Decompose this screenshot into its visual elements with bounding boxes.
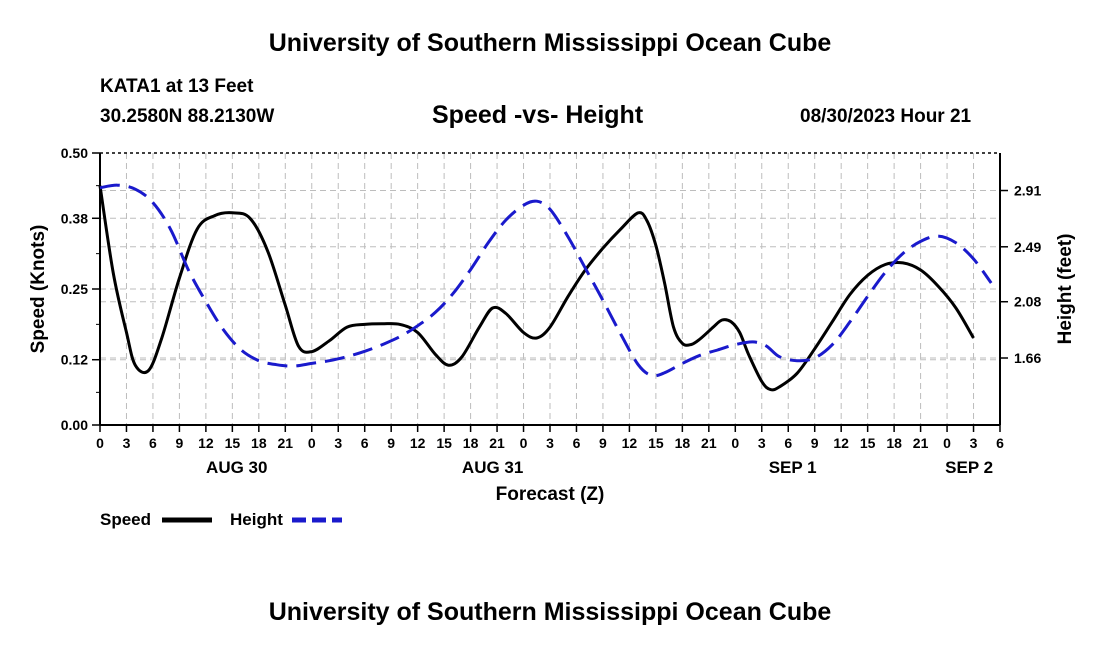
x-date-label: AUG 30	[206, 458, 267, 477]
x-tick-label: 0	[96, 435, 104, 451]
axis-ticks: 0 3 6 9 12 15 18 21 0 3 6 9 12 15 18 21 0 3 6 9 12 15 18 21 0 3 6 9…	[61, 145, 1042, 477]
x-tick-label: 6	[784, 435, 792, 451]
x-tick-label: 18	[886, 435, 902, 451]
x-tick-label: 15	[860, 435, 876, 451]
x-tick-label: 0	[943, 435, 951, 451]
y-tick-label: 0.12	[61, 352, 88, 368]
y2-tick-label: 2.08	[1014, 294, 1041, 310]
station-label: KATA1 at 13 Feet	[100, 76, 254, 97]
y-axis-left-title: Speed (Knots)	[28, 225, 49, 354]
x-tick-label: 15	[225, 435, 241, 451]
x-tick-label: 9	[811, 435, 819, 451]
y-axis-right-title: Height (feet)	[1055, 234, 1076, 345]
x-tick-label: 18	[675, 435, 691, 451]
x-tick-label: 0	[308, 435, 316, 451]
y2-tick-label: 1.66	[1014, 350, 1041, 366]
x-tick-label: 3	[334, 435, 342, 451]
x-tick-label: 21	[278, 435, 294, 451]
x-tick-label: 6	[996, 435, 1004, 451]
x-tick-label: 3	[123, 435, 131, 451]
station-coordinates: 30.2580N 88.2130W	[100, 106, 275, 127]
x-tick-label: 12	[198, 435, 214, 451]
x-axis-title: Forecast (Z)	[496, 484, 605, 505]
chart-subtitle: Speed -vs- Height	[432, 101, 644, 129]
x-tick-label: 3	[546, 435, 554, 451]
x-tick-label: 21	[913, 435, 929, 451]
x-tick-label: 12	[622, 435, 638, 451]
forecast-datetime: 08/30/2023 Hour 21	[800, 106, 972, 127]
x-tick-label: 9	[387, 435, 395, 451]
series-line-speed	[98, 185, 975, 392]
x-tick-label: 15	[436, 435, 452, 451]
x-tick-label: 21	[489, 435, 505, 451]
x-date-label: AUG 31	[462, 458, 523, 477]
y2-tick-label: 2.49	[1014, 239, 1041, 255]
x-tick-label: 6	[573, 435, 581, 451]
x-tick-label: 9	[176, 435, 184, 451]
grid-lines	[100, 153, 1000, 425]
y2-tick-label: 2.91	[1014, 183, 1041, 199]
series-line-height	[99, 183, 993, 378]
data-series	[98, 183, 993, 392]
chart-main-title: University of Southern Mississippi Ocean…	[268, 29, 832, 57]
x-tick-label: 12	[833, 435, 849, 451]
x-date-label: SEP 2	[945, 458, 993, 477]
y-tick-label: 0.25	[61, 281, 88, 297]
x-tick-label: 3	[970, 435, 978, 451]
y-tick-label: 0.00	[61, 417, 88, 433]
x-tick-label: 18	[251, 435, 267, 451]
x-tick-label: 15	[648, 435, 664, 451]
x-tick-label: 6	[149, 435, 157, 451]
x-tick-label: 9	[599, 435, 607, 451]
legend-label-height: Height	[230, 510, 283, 529]
y-tick-label: 0.50	[61, 145, 88, 161]
footer-title: University of Southern Mississippi Ocean…	[268, 598, 832, 626]
legend-label-speed: Speed	[100, 510, 151, 529]
x-tick-label: 3	[758, 435, 766, 451]
legend: Speed Height	[100, 510, 342, 529]
x-tick-label: 21	[701, 435, 717, 451]
x-tick-label: 6	[361, 435, 369, 451]
x-date-label: SEP 1	[769, 458, 817, 477]
x-tick-label: 0	[520, 435, 528, 451]
x-tick-label: 12	[410, 435, 426, 451]
y-tick-label: 0.38	[61, 210, 88, 226]
x-tick-label: 18	[463, 435, 479, 451]
x-tick-label: 0	[731, 435, 739, 451]
